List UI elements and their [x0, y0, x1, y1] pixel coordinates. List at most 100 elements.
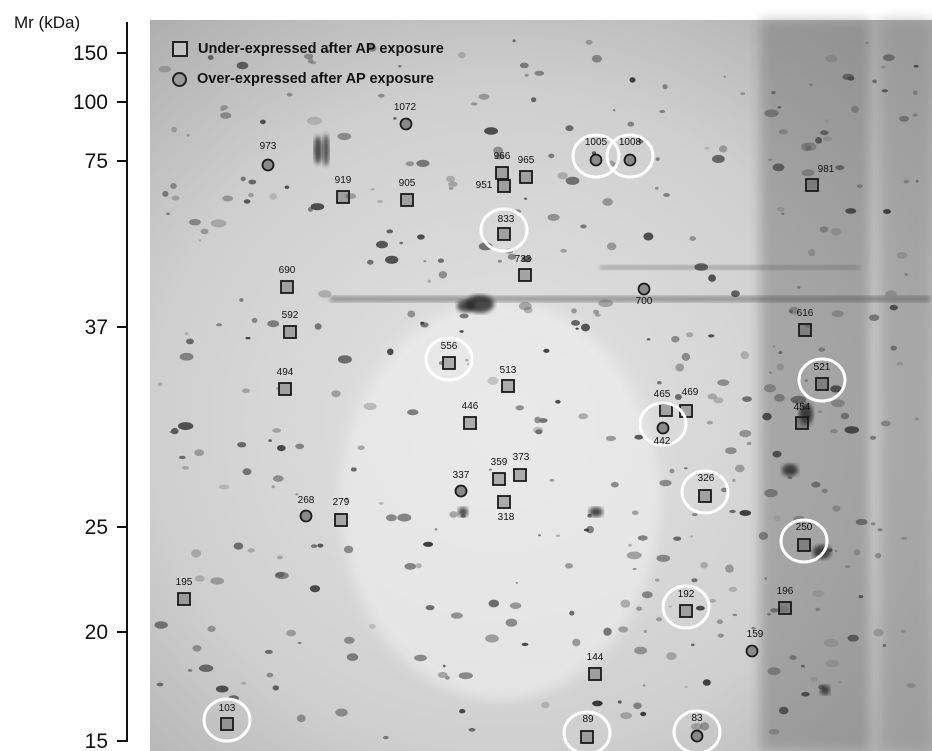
- gel-spot: [166, 212, 170, 215]
- gel-spot: [880, 65, 886, 69]
- gel-spot: [437, 672, 448, 678]
- axis-tick-label: 20: [85, 621, 108, 644]
- gel-spot: [583, 528, 590, 532]
- gel-spot: [853, 549, 861, 556]
- under-expressed-marker: [336, 190, 350, 204]
- gel-spot: [548, 153, 555, 159]
- gel-spot: [240, 176, 246, 182]
- gel-spot: [844, 426, 860, 434]
- gel-spot: [681, 352, 691, 361]
- gel-spot: [725, 564, 734, 573]
- gel-spot: [449, 511, 458, 518]
- legend-over: Over-expressed after AP exposure: [172, 64, 444, 94]
- under-expressed-marker: [463, 416, 477, 430]
- gel-spot: [819, 226, 829, 233]
- gel-spot: [307, 58, 314, 64]
- spot-label: 981: [818, 164, 835, 175]
- gel-spot: [346, 653, 359, 661]
- gel-spot: [581, 323, 590, 332]
- spot-label: 494: [277, 367, 294, 378]
- gel-spot: [872, 79, 877, 84]
- gel-spot: [186, 338, 194, 345]
- gel-blob: [589, 507, 603, 517]
- gel-spot: [643, 232, 654, 241]
- gel-spot: [448, 181, 458, 188]
- gel-spot: [248, 179, 257, 185]
- gel-spot: [337, 132, 352, 141]
- gel-blob: [457, 300, 475, 312]
- gel-spot: [620, 712, 633, 720]
- gel-spot: [659, 479, 672, 487]
- under-expressed-marker: [495, 166, 509, 180]
- gel-spot: [266, 672, 274, 678]
- highlight-ring: [779, 518, 829, 564]
- gel-spot: [642, 684, 646, 687]
- gel-spot: [764, 384, 776, 393]
- gel-spot: [309, 585, 321, 593]
- gel-spot: [811, 481, 821, 488]
- gel-spot: [187, 669, 193, 672]
- gel-spot: [666, 652, 677, 661]
- gel-blob: [458, 507, 468, 517]
- gel-spot: [767, 613, 771, 616]
- gel-spot: [572, 638, 581, 647]
- square-marker-icon: [172, 41, 188, 57]
- gel-spot: [825, 55, 838, 63]
- gel-spot: [387, 348, 394, 356]
- gel-spot: [248, 192, 254, 198]
- gel-spot: [830, 385, 842, 393]
- gel-spot: [686, 332, 694, 338]
- under-expressed-marker: [778, 601, 792, 615]
- gel-spot: [277, 445, 286, 452]
- gel-spot: [707, 393, 718, 400]
- gel-spot: [565, 125, 574, 132]
- highlight-ring: [638, 401, 688, 447]
- gel-spot: [425, 605, 435, 611]
- gel-spot: [825, 659, 839, 668]
- gel-spot: [407, 310, 416, 318]
- gel-spot: [732, 478, 736, 483]
- gel-spot: [415, 563, 422, 569]
- gel-spot: [286, 92, 293, 97]
- gel-spot: [732, 613, 738, 617]
- gel-spot: [717, 379, 730, 386]
- spot-label: 700: [636, 296, 653, 307]
- gel-spot: [740, 351, 749, 360]
- gel-spot: [471, 102, 478, 106]
- gel-spot: [591, 54, 603, 63]
- gel-spot: [820, 130, 829, 136]
- gel-spot: [437, 258, 444, 263]
- gel-spot: [578, 413, 589, 420]
- gel-spot: [308, 207, 313, 212]
- gel-right-shadow: [760, 20, 870, 751]
- spot-label: 1008: [619, 137, 642, 148]
- gel-spot: [350, 467, 357, 472]
- spot-label: 616: [797, 308, 814, 319]
- gel-spot: [267, 320, 280, 328]
- gel-spot: [269, 193, 277, 200]
- gel-spot: [815, 137, 823, 144]
- gel-spot: [735, 464, 745, 473]
- gel-spot: [251, 317, 258, 323]
- gel-spot: [241, 681, 247, 685]
- gel-spot: [243, 199, 251, 204]
- gel-spot: [344, 636, 355, 644]
- gel-spot: [713, 397, 724, 404]
- gel-spot: [830, 429, 838, 434]
- gel-spot: [242, 468, 252, 476]
- gel-spot: [773, 515, 781, 522]
- gel-spot: [370, 188, 375, 191]
- gel-spot: [518, 301, 532, 311]
- gel-spot: [194, 449, 205, 457]
- gel-spot: [549, 478, 555, 482]
- gel-spot: [778, 129, 788, 135]
- gel-spot: [890, 345, 897, 351]
- gel-spot: [378, 93, 385, 98]
- under-expressed-marker: [497, 495, 511, 509]
- gel-spot: [914, 417, 920, 421]
- gel-spot: [414, 654, 427, 662]
- under-expressed-marker: [513, 468, 527, 482]
- spot-label: 592: [282, 310, 299, 321]
- highlight-ring: [562, 710, 612, 751]
